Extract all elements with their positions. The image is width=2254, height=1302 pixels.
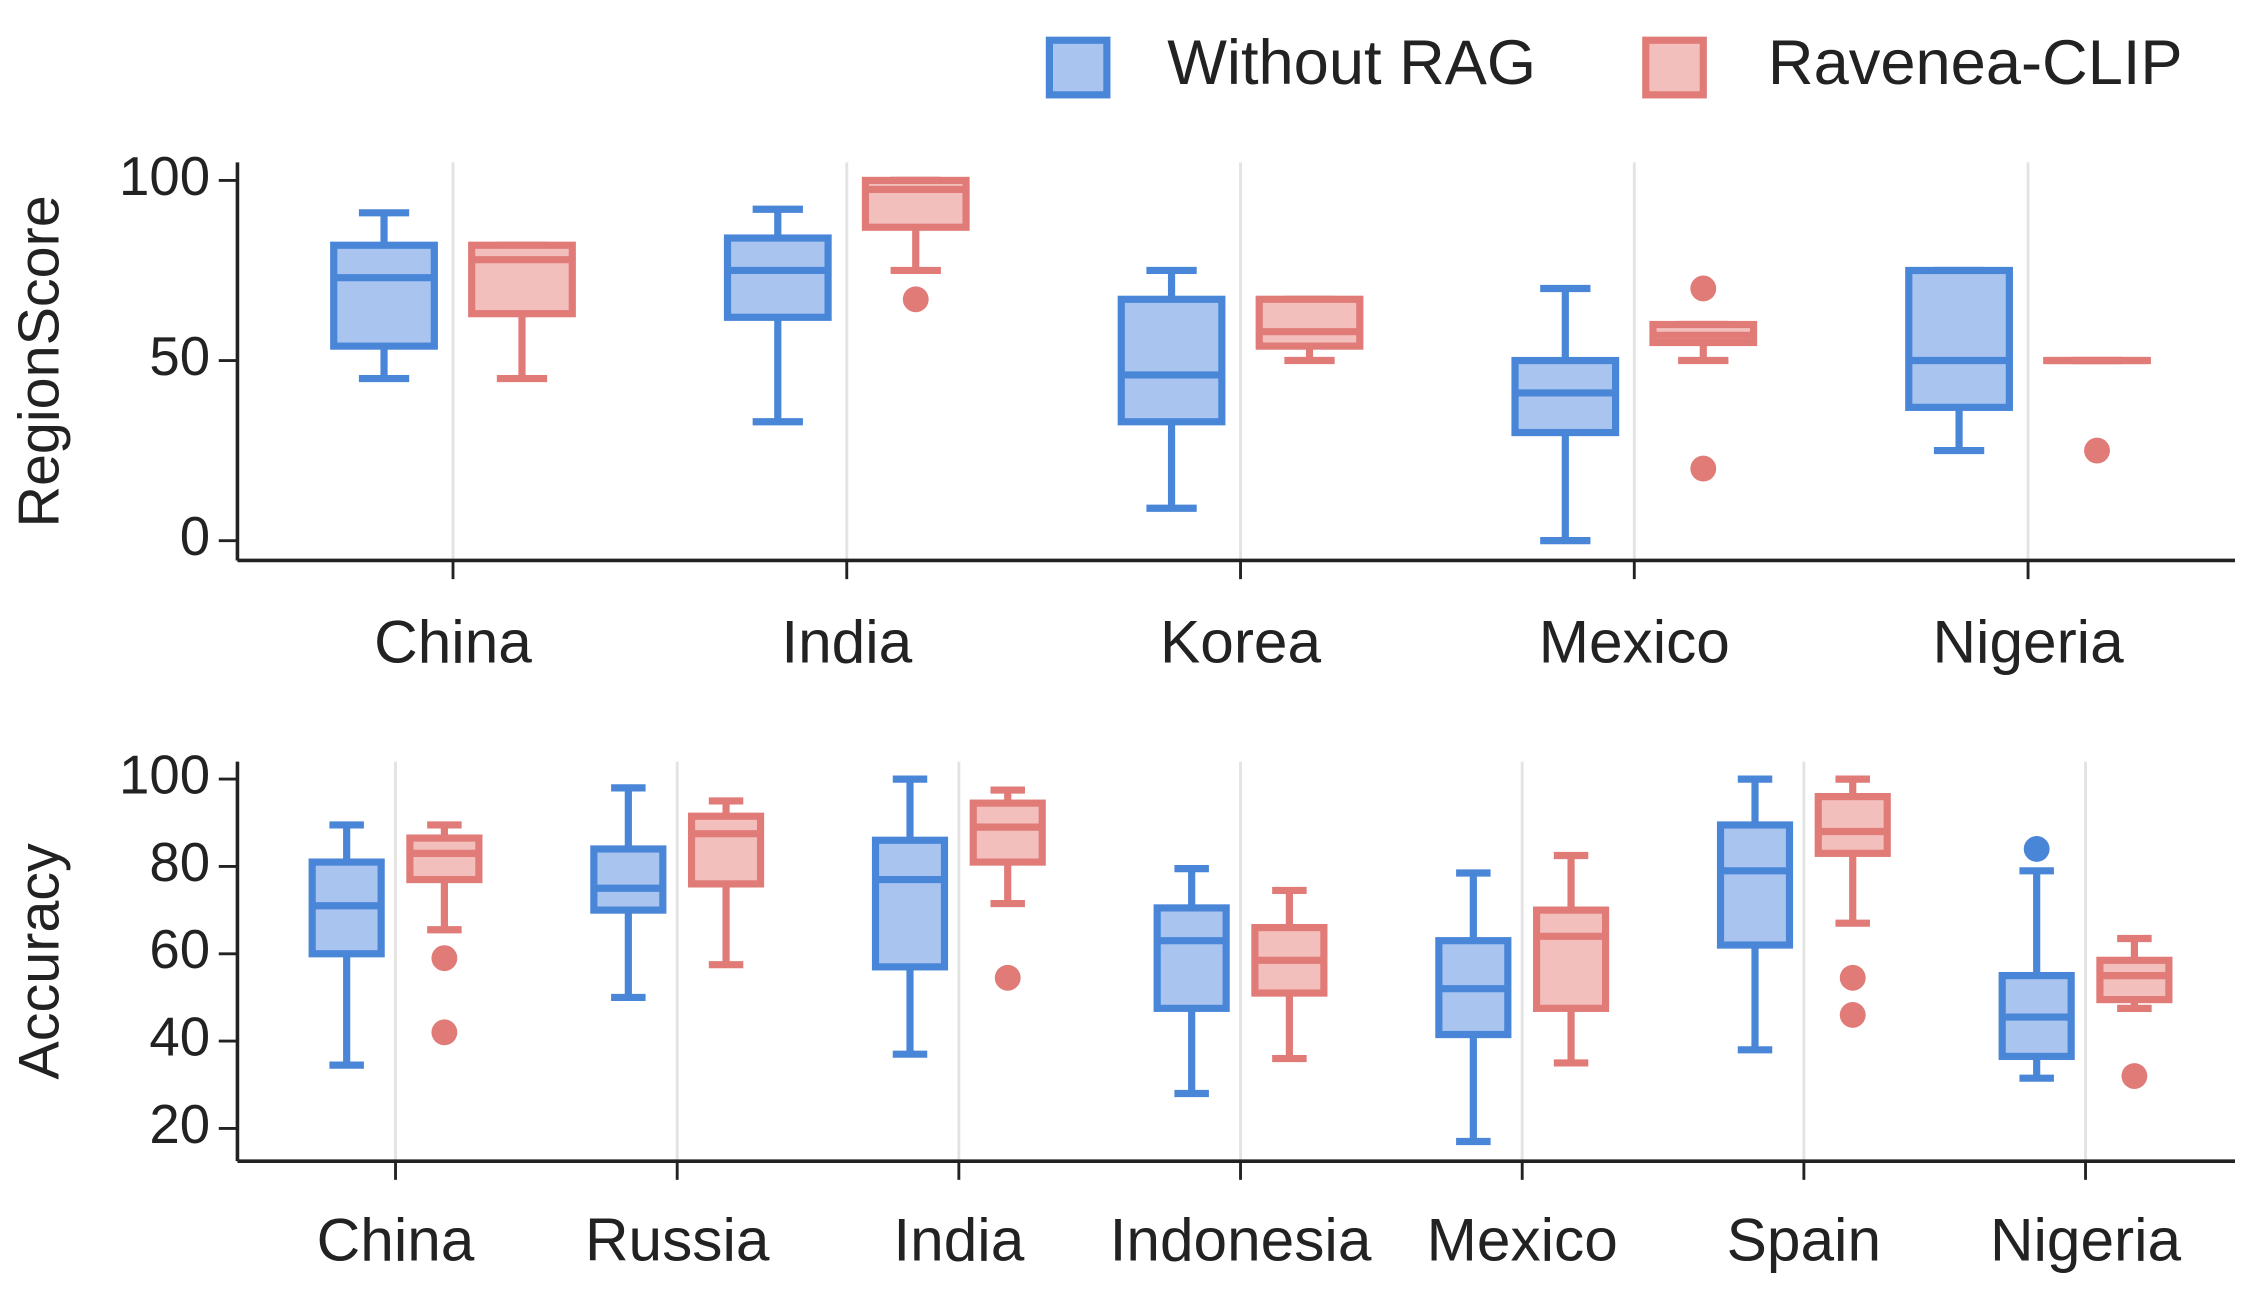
box	[468, 241, 576, 318]
outlier	[1839, 964, 1866, 991]
whisker-low	[427, 879, 462, 934]
y-tick-label: 60	[149, 919, 210, 980]
box	[1511, 356, 1620, 437]
x-tick-label: Nigeria	[1990, 1205, 2182, 1273]
whisker-high	[892, 775, 928, 841]
y-tick-label: 20	[149, 1094, 210, 1155]
outlier	[2084, 437, 2110, 464]
outlier	[994, 964, 1021, 991]
whisker-low	[1146, 421, 1197, 512]
box	[687, 812, 765, 888]
whisker-low	[1553, 1008, 1589, 1067]
y-tick-label: 100	[119, 146, 210, 207]
legend-label: Ravenea-CLIP	[1768, 28, 2183, 98]
box	[723, 234, 832, 321]
x-tick-label: Russia	[585, 1205, 770, 1273]
y-axis-label: Accuracy	[8, 843, 72, 1080]
box	[871, 836, 949, 971]
x-tick-label: India	[893, 1205, 1024, 1273]
whisker-high	[329, 821, 364, 863]
box	[1905, 266, 2013, 411]
box	[1532, 906, 1610, 1012]
whisker-high	[1146, 266, 1197, 300]
y-tick-label: 80	[149, 832, 210, 893]
box	[1814, 792, 1891, 857]
whisker-low	[1174, 1008, 1209, 1098]
box	[969, 799, 1046, 866]
y-tick-label: 0	[180, 506, 210, 567]
legend-swatch	[1045, 36, 1111, 99]
y-tick-label: 40	[149, 1007, 210, 1068]
x-tick-label: Korea	[1160, 608, 1321, 676]
whisker-low	[611, 910, 646, 1002]
whisker-low	[496, 313, 548, 383]
whisker-low	[1737, 945, 1773, 1054]
box	[1255, 295, 1364, 350]
box	[1153, 904, 1230, 1012]
whisker-low	[892, 966, 928, 1058]
box	[1716, 821, 1794, 949]
outlier	[2121, 1063, 2148, 1089]
x-tick-label: Nigeria	[1932, 608, 2124, 676]
whisker-low	[358, 346, 410, 383]
whisker-high	[1553, 851, 1589, 911]
whisker-high	[1456, 869, 1491, 941]
outlier	[902, 286, 929, 313]
whisker-low	[752, 317, 803, 426]
x-tick-label: China	[374, 608, 532, 676]
whisker-high	[752, 205, 803, 239]
whisker-low	[1835, 853, 1870, 927]
whisker-high	[1174, 865, 1209, 908]
x-tick-label: India	[781, 608, 912, 676]
x-tick-label: Mexico	[1539, 608, 1730, 676]
outlier	[1690, 275, 1717, 302]
whisker-low	[1933, 407, 1985, 455]
outlier	[1690, 455, 1717, 482]
legend-label: Without RAG	[1167, 28, 1536, 98]
whisker-low	[890, 227, 941, 275]
y-axis-label: RegionScore	[8, 195, 72, 527]
box	[330, 241, 438, 350]
outlier	[431, 945, 458, 972]
outlier	[431, 1019, 458, 1046]
whisker-high	[1272, 886, 1307, 928]
whisker-high	[358, 209, 410, 246]
whisker-low	[708, 883, 744, 969]
box	[1117, 295, 1226, 426]
x-tick-label: Mexico	[1427, 1205, 1618, 1273]
whisker-low	[329, 953, 364, 1069]
box	[406, 834, 483, 884]
whisker-high	[1540, 284, 1591, 361]
box	[590, 845, 667, 914]
y-tick-label: 100	[119, 745, 210, 806]
outlier	[1839, 1001, 1866, 1028]
x-tick-label: China	[317, 1205, 475, 1273]
whisker-low	[990, 862, 1025, 908]
whisker-low	[1456, 1034, 1491, 1146]
whisker-high	[2117, 934, 2152, 961]
x-tick-label: Spain	[1727, 1205, 1881, 1273]
y-tick-label: 50	[149, 326, 210, 387]
outlier	[2023, 836, 2050, 862]
x-tick-label: Indonesia	[1110, 1205, 1372, 1273]
whisker-low	[2019, 1056, 2054, 1082]
whisker-low	[1272, 993, 1307, 1063]
whisker-low	[1540, 432, 1591, 545]
whisker-high	[611, 784, 646, 849]
whisker-high	[1737, 775, 1773, 825]
legend-swatch	[1642, 36, 1707, 99]
whisker-high	[2019, 867, 2054, 976]
box	[2096, 956, 2173, 1004]
